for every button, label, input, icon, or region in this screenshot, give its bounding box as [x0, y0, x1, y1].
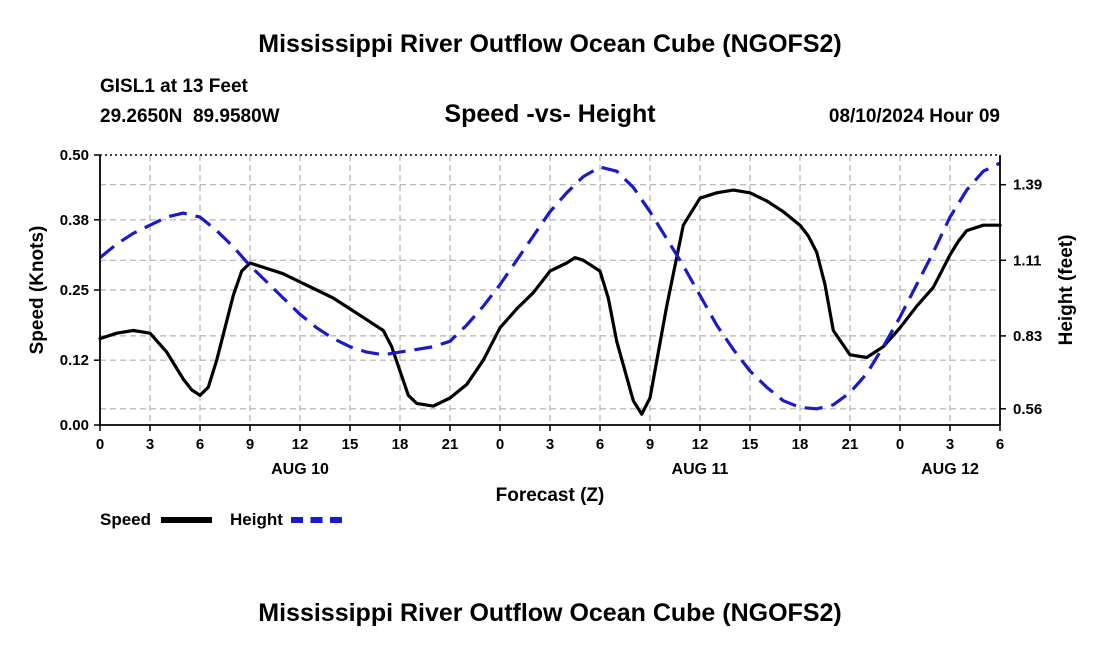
- x-tick-label: 0: [496, 436, 504, 453]
- x-tick-label: 12: [692, 436, 709, 453]
- forecast-datetime: 08/10/2024 Hour 09: [828, 106, 1000, 127]
- series-layer: [98, 161, 1002, 416]
- y-axis-title: Speed (Knots): [27, 226, 48, 355]
- date-label: AUG 10: [271, 461, 329, 478]
- y2-tick-label: 0.83: [1013, 328, 1042, 345]
- footer-title: Mississippi River Outflow Ocean Cube (NG…: [258, 599, 842, 627]
- legend-speed: Speed: [100, 510, 151, 530]
- date-label: AUG 12: [921, 461, 979, 478]
- y-tick-label: 0.25: [60, 282, 89, 299]
- x-tick-label: 21: [442, 436, 459, 453]
- x-tick-label: 6: [596, 436, 604, 453]
- legend-height-label: Height: [230, 510, 283, 529]
- x-tick-label: 15: [742, 436, 759, 453]
- y2-tick-label: 0.56: [1013, 401, 1042, 418]
- x-tick-label: 12: [292, 436, 309, 453]
- x-tick-label: 6: [996, 436, 1004, 453]
- y-tick-label: 0.12: [60, 352, 89, 369]
- grid: [100, 155, 1000, 425]
- x-tick-label: 0: [896, 436, 904, 453]
- x-tick-label: 0: [96, 436, 104, 453]
- legend-speed-label: Speed: [100, 510, 152, 529]
- y-tick-label: 0.00: [60, 417, 89, 434]
- axes: [94, 154, 1006, 431]
- x-tick-label: 18: [392, 436, 409, 453]
- x-axis-title: Forecast (Z): [496, 485, 605, 506]
- x-tick-label: 3: [546, 436, 554, 453]
- axis-labels: 0 3 6 9 12 15 18 21 0 3 6 9 12 15 18 21 0 3 6 AUG 10 AUG 11 A…: [27, 147, 1077, 506]
- series-height-line: [98, 161, 1001, 411]
- series-speed-line: [98, 188, 1002, 416]
- x-tick-label: 6: [196, 436, 204, 453]
- y2-tick-label: 1.11: [1013, 252, 1041, 269]
- y-tick-label: 0.50: [60, 147, 89, 164]
- station-longitude: 89.9580W: [192, 106, 280, 127]
- y2-tick-label: 1.39: [1013, 177, 1042, 194]
- station-name: GISL1 at 13 Feet: [100, 76, 248, 97]
- x-tick-label: 9: [646, 436, 654, 453]
- legend-speed-line: [161, 517, 212, 523]
- date-label: AUG 11: [672, 461, 729, 478]
- main-title: Mississippi River Outflow Ocean Cube (NG…: [258, 30, 842, 58]
- y2-axis-title: Height (feet): [1056, 235, 1077, 346]
- station-latitude: 29.2650N: [100, 106, 183, 127]
- x-tick-label: 3: [146, 436, 154, 453]
- x-tick-label: 21: [842, 436, 859, 453]
- x-tick-label: 9: [246, 436, 254, 453]
- station-coordinates: 29.2650N 89.9580W: [100, 106, 280, 128]
- x-tick-label: 15: [342, 436, 359, 453]
- x-tick-label: 3: [946, 436, 954, 453]
- legend-height: Height: [230, 510, 283, 530]
- y-tick-label: 0.38: [60, 212, 89, 229]
- x-tick-label: 18: [792, 436, 809, 453]
- chart-title: Speed -vs- Height: [444, 100, 656, 128]
- legend-height-line: [291, 517, 342, 523]
